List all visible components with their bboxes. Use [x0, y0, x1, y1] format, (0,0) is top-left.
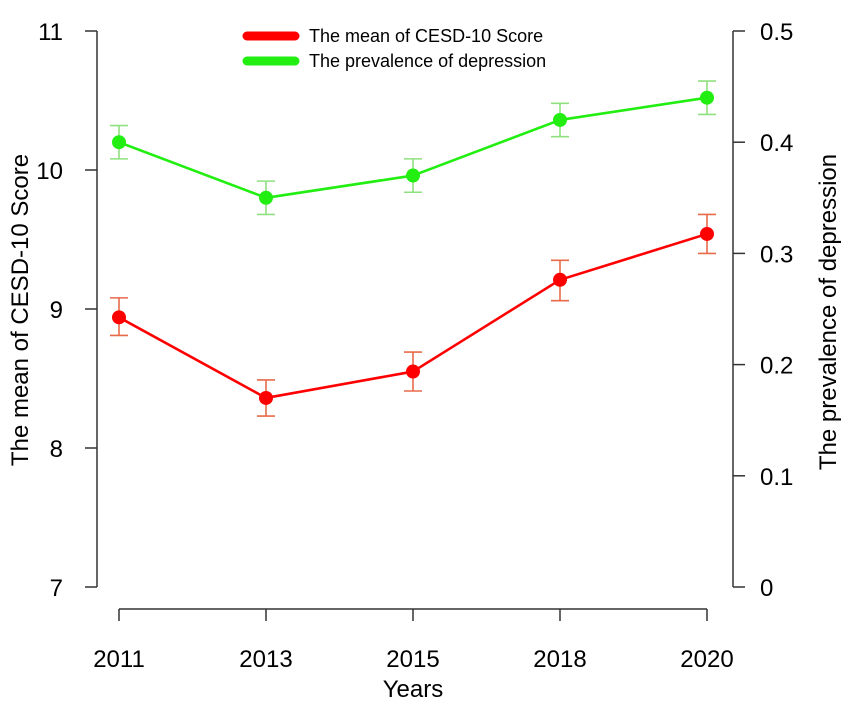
x-tick-label-2011: 2011 [93, 646, 145, 673]
series-0 [110, 213, 716, 417]
legend-label-cesd-mean: The mean of CESD-10 Score [309, 26, 543, 46]
y2-axis-title: The prevalence of depression [815, 154, 842, 470]
y2-tick-label-0.1: 0.1 [760, 464, 793, 491]
axes: 7 8 9 10 11 0 0.1 0.2 0.3 0.4 0.5 2011 2013 2015 2018 2… [36, 19, 793, 673]
y-tick-label-9: 9 [50, 297, 63, 324]
y2-tick-label-0.2: 0.2 [760, 353, 793, 380]
y-tick-label-8: 8 [50, 436, 63, 463]
cesd-mean-point-2015 [406, 364, 420, 379]
x-tick-label-2013: 2013 [239, 646, 292, 673]
y2-tick-label-0: 0 [760, 575, 773, 602]
x-tick-label-2018: 2018 [533, 646, 586, 673]
y2-tick-label-0.3: 0.3 [760, 241, 793, 268]
y-tick-label-10: 10 [36, 158, 63, 185]
cesd-mean-point-2013 [259, 390, 273, 405]
y2-tick-label-0.4: 0.4 [760, 130, 793, 157]
prevalence-point-2013 [259, 190, 273, 205]
prevalence-point-2015 [406, 168, 420, 183]
cesd-mean-point-2020 [700, 226, 714, 241]
x-tick-label-2020: 2020 [680, 646, 733, 673]
cesd-mean-point-2018 [553, 272, 567, 287]
cesd-mean-point-2011 [112, 310, 126, 325]
x-tick-label-2015: 2015 [386, 646, 439, 673]
prevalence-point-2011 [112, 135, 126, 150]
series-layer [110, 80, 716, 417]
prevalence-point-2018 [553, 112, 567, 127]
y-tick-label-7: 7 [50, 575, 63, 602]
x-axis-title: Years [383, 676, 444, 703]
y2-tick-label-0.5: 0.5 [760, 19, 793, 46]
y-tick-label-11: 11 [38, 19, 63, 46]
legend-label-prevalence: The prevalence of depression [309, 51, 546, 71]
legend: The mean of CESD-10 Score The prevalence … [242, 26, 546, 71]
prevalence-point-2020 [700, 90, 714, 105]
y-axis-title: The mean of CESD-10 Score [7, 154, 34, 466]
series-1 [110, 80, 716, 216]
